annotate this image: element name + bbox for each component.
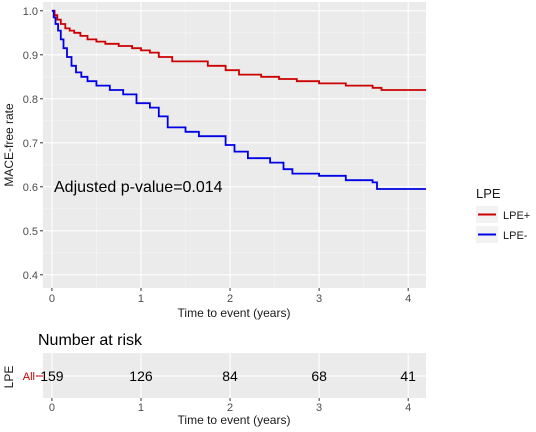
major-grid <box>43 2 426 288</box>
risk-values: 159 126 84 68 41 <box>40 368 416 384</box>
legend: LPE LPE+ LPE- <box>476 186 530 243</box>
series-line-lpe-plus <box>51 9 426 91</box>
survival-plot: 0.4 0.5 0.6 0.7 0.8 0.9 1.0 0 1 2 3 4 Adjusted p-v… <box>2 2 426 320</box>
x-tick-label: 1 <box>138 293 144 305</box>
y-tick-label: 0.4 <box>23 270 38 282</box>
y-tick-label: 0.8 <box>23 94 38 106</box>
p-value-annotation: Adjusted p-value=0.014 <box>54 179 223 196</box>
risk-value: 126 <box>129 368 153 384</box>
risk-x-tick-label: 1 <box>138 402 144 414</box>
survival-curves <box>51 9 426 190</box>
y-axis-title: MACE-free rate <box>2 103 16 187</box>
risk-x-tick-label: 4 <box>405 402 411 414</box>
x-tick-label: 2 <box>227 293 233 305</box>
risk-x-tick-label: 3 <box>316 402 322 414</box>
y-tick-label: 0.7 <box>23 138 38 150</box>
risk-table-y-title: LPE <box>2 366 16 389</box>
risk-value: 159 <box>40 368 64 384</box>
risk-x-axis-ticks: 0 1 2 3 4 <box>49 398 411 414</box>
y-tick-label: 0.9 <box>23 50 38 62</box>
legend-label-lpe-plus: LPE+ <box>503 210 530 222</box>
x-axis-title: Time to event (years) <box>178 306 291 320</box>
x-tick-label: 4 <box>405 293 411 305</box>
y-tick-label: 0.5 <box>23 226 38 238</box>
risk-table-title: Number at risk <box>38 332 143 349</box>
risk-value: 41 <box>400 368 416 384</box>
risk-x-tick-label: 0 <box>49 402 55 414</box>
y-tick-label: 0.6 <box>23 182 38 194</box>
risk-table: Number at risk LPE All 159 126 84 68 41 0 1 2 3… <box>2 332 426 427</box>
x-axis-ticks: 0 1 2 3 4 <box>49 288 411 305</box>
x-tick-label: 3 <box>316 293 322 305</box>
legend-title: LPE <box>476 186 501 201</box>
minor-grid <box>43 2 426 288</box>
y-tick-label: 1.0 <box>23 6 38 18</box>
risk-grid <box>43 353 426 398</box>
risk-row-label: All <box>23 371 35 383</box>
series-line-lpe-minus <box>51 9 426 190</box>
risk-value: 68 <box>311 368 327 384</box>
risk-x-axis-title: Time to event (years) <box>178 413 291 427</box>
risk-x-tick-label: 2 <box>227 402 233 414</box>
x-tick-label: 0 <box>49 293 55 305</box>
risk-value: 84 <box>222 368 238 384</box>
legend-label-lpe-minus: LPE- <box>503 230 528 242</box>
y-axis-ticks: 0.4 0.5 0.6 0.7 0.8 0.9 1.0 <box>23 6 43 282</box>
